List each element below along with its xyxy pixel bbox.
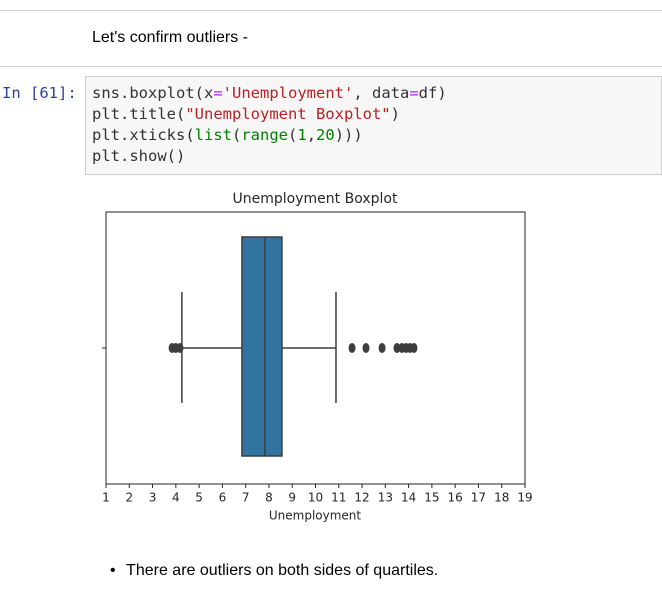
code-line: plt.title("Unemployment Boxplot"): [92, 105, 400, 123]
x-tick-label: 10: [308, 491, 323, 505]
x-tick-label: 17: [471, 491, 486, 505]
x-tick-label: 2: [125, 491, 133, 505]
code-line: plt.xticks(list(range(1,20))): [92, 126, 363, 144]
box: [241, 236, 283, 457]
divider: [0, 10, 662, 11]
x-tick-label: 11: [331, 491, 346, 505]
x-tick-label: 12: [354, 491, 369, 505]
x-tick-label: 15: [424, 491, 439, 505]
bullet-item: • There are outliers on both sides of qu…: [110, 562, 439, 579]
outlier: [348, 343, 356, 353]
divider: [0, 66, 662, 67]
outlier: [393, 343, 401, 353]
x-tick-label: 1: [102, 491, 110, 505]
code-line: sns.boxplot(x='Unemployment', data=df): [92, 84, 447, 102]
bullet-text: There are outliers on both sides of quar…: [126, 562, 439, 579]
x-tick-label: 4: [172, 491, 180, 505]
outlier: [176, 343, 184, 353]
markdown-text: Let's confirm outliers -: [92, 29, 248, 46]
token: 20: [316, 126, 335, 144]
x-tick-label: 19: [517, 491, 532, 505]
x-tick-label: 14: [401, 491, 416, 505]
chart-title: Unemployment Boxplot: [233, 191, 398, 207]
token: list: [194, 126, 232, 144]
x-tick-label: 3: [149, 491, 157, 505]
token: =: [409, 84, 419, 102]
token: plt.xticks(: [92, 126, 195, 144]
token: sns.boxplot(x: [92, 84, 214, 102]
x-tick-label: 18: [494, 491, 509, 505]
outlier: [378, 343, 386, 353]
code-cell[interactable]: [85, 76, 662, 175]
x-tick-label: 9: [288, 491, 296, 505]
token: (: [231, 126, 242, 144]
token: df): [418, 84, 447, 102]
x-tick-label: 16: [448, 491, 463, 505]
token: , data: [353, 84, 410, 102]
x-tick-label: 7: [242, 491, 250, 505]
token: ): [390, 105, 400, 123]
x-tick-label: 5: [195, 491, 203, 505]
token: =: [213, 84, 223, 102]
x-tick-label: 13: [378, 491, 393, 505]
token: plt.show(): [92, 147, 186, 165]
code-line: plt.show(): [92, 147, 185, 165]
token: 1: [297, 126, 307, 144]
token: plt.title(: [92, 105, 186, 123]
prompt: In [61]:: [2, 84, 77, 102]
x-tick-label: 6: [219, 491, 227, 505]
outlier: [362, 343, 370, 353]
token: (: [288, 126, 298, 144]
token: range: [241, 126, 288, 144]
x-tick-label: 8: [265, 491, 273, 505]
token: "Unemployment Boxplot": [185, 105, 391, 123]
x-axis-label: Unemployment: [269, 509, 362, 523]
token: ,: [306, 126, 317, 144]
token: ))): [334, 126, 363, 144]
token: 'Unemployment': [222, 84, 354, 102]
outlier: [410, 343, 418, 353]
